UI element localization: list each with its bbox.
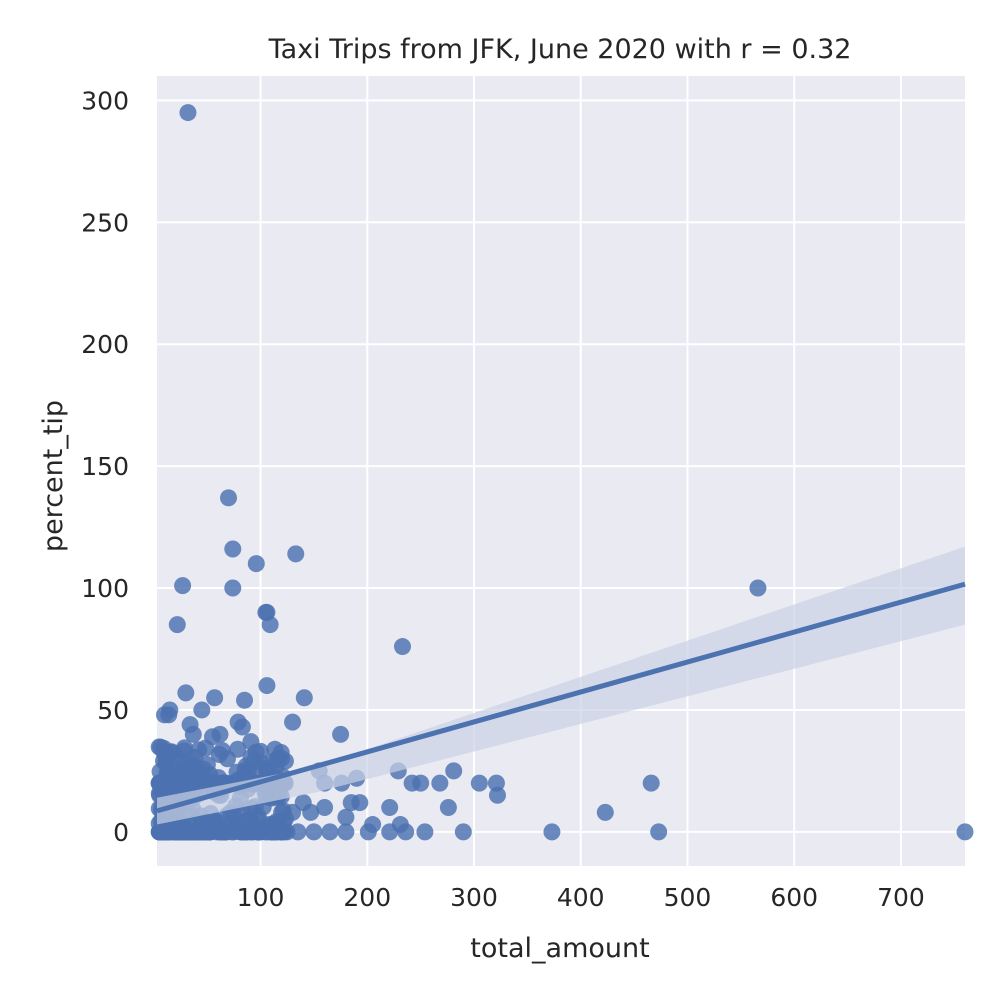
data-point xyxy=(305,823,323,841)
data-point xyxy=(337,823,355,841)
data-point xyxy=(397,823,415,841)
data-point xyxy=(160,706,178,724)
data-point xyxy=(543,823,561,841)
data-point xyxy=(269,750,287,768)
data-point xyxy=(321,823,339,841)
data-point xyxy=(302,803,320,821)
y-tick-label: 150 xyxy=(81,452,129,481)
data-point xyxy=(470,774,488,792)
data-point xyxy=(177,684,195,702)
data-point xyxy=(162,778,180,796)
data-point xyxy=(168,616,186,634)
data-point xyxy=(381,798,399,816)
regression xyxy=(156,546,966,825)
data-point xyxy=(179,104,197,122)
data-point xyxy=(416,823,434,841)
data-point xyxy=(454,823,472,841)
data-point xyxy=(204,728,222,746)
data-point xyxy=(351,794,369,812)
data-point xyxy=(412,774,430,792)
data-point xyxy=(284,803,302,821)
y-tick-label: 250 xyxy=(81,208,129,237)
y-tick-label: 300 xyxy=(81,86,129,115)
data-point xyxy=(162,743,180,761)
x-tick-label: 600 xyxy=(770,883,818,912)
y-tick-label: 0 xyxy=(113,818,129,847)
data-point xyxy=(439,798,457,816)
y-tick-label: 100 xyxy=(81,574,129,603)
data-point xyxy=(359,823,377,841)
data-point xyxy=(332,725,350,743)
x-axis-label: total_amount xyxy=(470,933,649,964)
y-tick-label: 200 xyxy=(81,330,129,359)
data-point xyxy=(213,823,231,841)
data-point xyxy=(284,713,302,731)
y-tick-label: 50 xyxy=(97,696,129,725)
data-point xyxy=(247,555,265,573)
tick-labels: 100 200 300 400 500 600 700 0 50 100 150 200 250 300 xyxy=(81,86,925,912)
data-point xyxy=(295,689,313,707)
data-point xyxy=(184,725,202,743)
data-point xyxy=(156,823,174,841)
data-point xyxy=(956,823,974,841)
data-point xyxy=(233,718,251,736)
data-point xyxy=(393,638,411,656)
y-axis-label: percent_tip xyxy=(38,400,69,552)
data-point xyxy=(201,823,219,841)
data-point xyxy=(251,823,269,841)
data-point xyxy=(261,616,279,634)
data-point xyxy=(337,808,355,826)
data-point xyxy=(381,823,399,841)
data-point xyxy=(252,742,270,760)
data-point xyxy=(206,689,224,707)
x-tick-label: 400 xyxy=(557,883,605,912)
data-point xyxy=(236,691,254,709)
data-point xyxy=(220,489,238,507)
data-point xyxy=(289,823,307,841)
x-tick-label: 100 xyxy=(237,883,285,912)
data-point xyxy=(175,823,193,841)
plot-area xyxy=(157,76,965,866)
x-tick-label: 200 xyxy=(343,883,391,912)
data-point xyxy=(193,701,211,719)
data-point xyxy=(431,774,449,792)
x-tick-label: 300 xyxy=(450,883,498,912)
data-point xyxy=(642,774,660,792)
data-point xyxy=(229,817,247,835)
data-point xyxy=(228,763,246,781)
data-point xyxy=(316,798,334,816)
data-point xyxy=(287,545,305,563)
data-point xyxy=(224,579,242,597)
x-tick-label: 700 xyxy=(877,883,925,912)
chart-title: Taxi Trips from JFK, June 2020 with r = … xyxy=(268,34,852,65)
data-point xyxy=(258,677,276,695)
data-point xyxy=(488,786,506,804)
data-point xyxy=(749,579,767,597)
data-point xyxy=(218,750,236,768)
data-point xyxy=(273,823,291,841)
data-point xyxy=(174,577,192,595)
data-point xyxy=(445,762,463,780)
data-point xyxy=(596,803,614,821)
data-point xyxy=(650,823,668,841)
data-point xyxy=(487,774,505,792)
x-tick-label: 500 xyxy=(664,883,712,912)
data-point xyxy=(224,540,242,558)
regression-line xyxy=(156,581,966,814)
